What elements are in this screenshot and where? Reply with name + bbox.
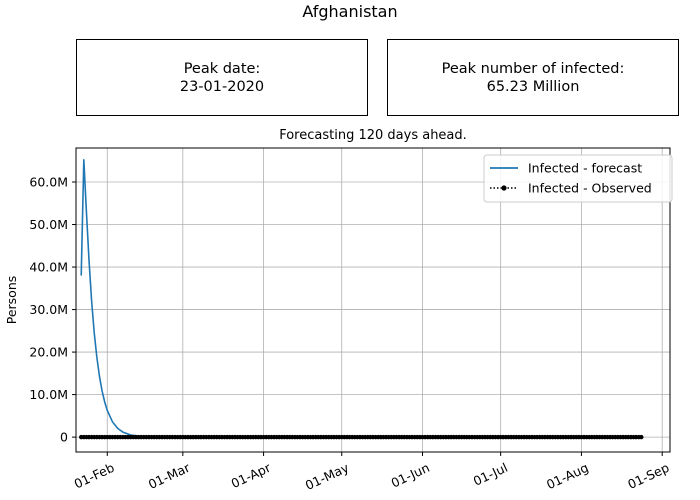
y-tick-label: 60.0M <box>29 175 68 190</box>
y-tick-label: 30.0M <box>29 302 68 317</box>
peak-infected-label: Peak number of infected: <box>441 60 625 77</box>
x-tick-label: 01-May <box>303 460 352 493</box>
x-tick-label: 01-Apr <box>229 459 274 491</box>
page-title: Afghanistan <box>302 2 398 21</box>
x-tick-label: 01-Jun <box>389 460 432 491</box>
peak-infected-value: 65.23 Million <box>486 78 580 95</box>
chart-subtitle: Forecasting 120 days ahead. <box>279 128 467 143</box>
x-tick-label: 01-Sep <box>625 460 671 492</box>
observed-point <box>639 434 644 440</box>
y-tick-label: 10.0M <box>29 387 68 402</box>
legend-observed-marker <box>501 185 507 191</box>
peak-infected-card: Peak number of infected: 65.23 Million <box>387 39 679 116</box>
y-tick-label: 40.0M <box>29 260 68 275</box>
peak-date-card: Peak date: 23-01-2020 <box>76 39 368 116</box>
legend-label: Infected - Observed <box>528 181 652 196</box>
x-tick-label: 01-Aug <box>544 460 591 492</box>
y-tick-label: 20.0M <box>29 345 68 360</box>
plot-frame <box>75 147 671 453</box>
peak-date-value: 23-01-2020 <box>179 78 265 95</box>
y-tick-label: 50.0M <box>29 217 68 232</box>
legend-box <box>483 154 673 203</box>
legend-label: Infected - forecast <box>528 161 642 176</box>
y-tick-label: 0 <box>60 430 68 445</box>
x-tick-label: 01-Jul <box>471 460 510 489</box>
y-axis-label: Persons <box>4 276 19 325</box>
x-tick-label: 01-Feb <box>72 460 117 492</box>
peak-date-label: Peak date: <box>183 60 261 77</box>
x-tick-label: 01-Mar <box>146 459 193 492</box>
